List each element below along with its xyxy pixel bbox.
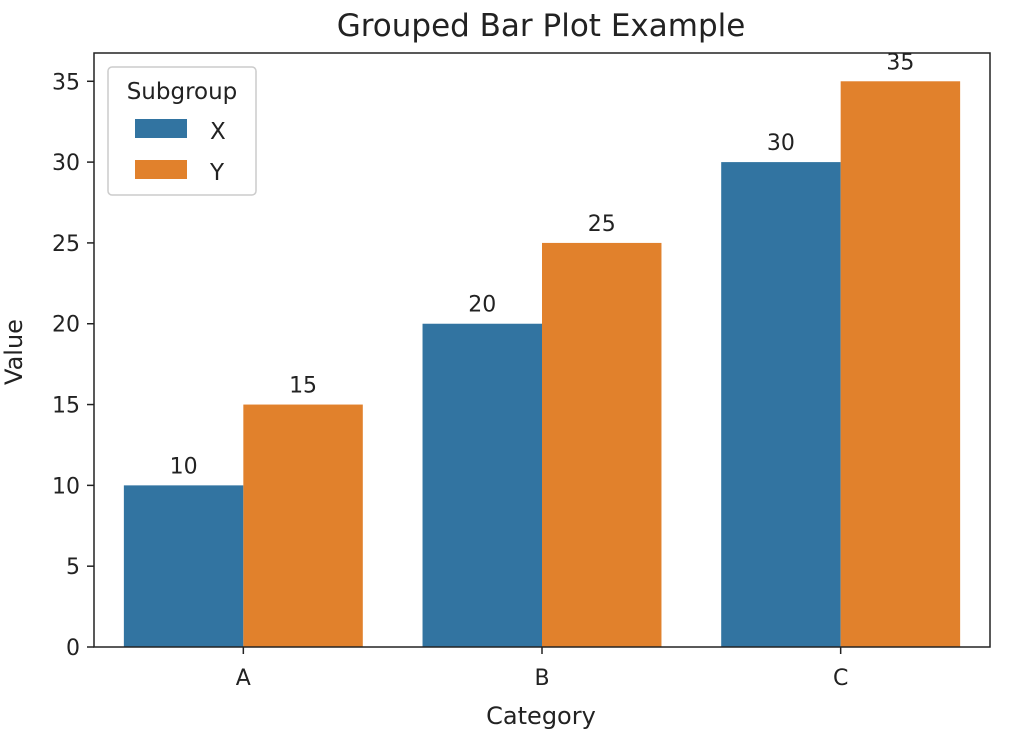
data-label-c-y: 35 xyxy=(886,50,914,75)
y-tick-label: 15 xyxy=(52,394,80,419)
x-tick-label: B xyxy=(534,666,549,691)
plot-area-frame xyxy=(93,52,991,648)
data-label-b-y: 25 xyxy=(588,212,616,237)
x-tick-label: C xyxy=(833,666,848,691)
legend-label-x: X xyxy=(210,119,226,145)
chart-title: Grouped Bar Plot Example xyxy=(337,8,746,44)
bar-c-y xyxy=(840,81,961,648)
legend-label-y: Y xyxy=(209,160,225,186)
y-tick-label: 5 xyxy=(66,555,80,580)
data-labels-group: 10 15 20 25 30 35 xyxy=(170,50,915,479)
data-label-a-x: 10 xyxy=(170,454,198,479)
y-axis-label: Value xyxy=(0,319,28,385)
data-label-c-x: 30 xyxy=(767,131,795,156)
bar-a-x xyxy=(123,485,244,647)
bar-c-x xyxy=(721,162,841,647)
x-tick-label: A xyxy=(236,666,251,691)
legend-title: Subgroup xyxy=(127,79,238,105)
data-label-a-y: 15 xyxy=(289,374,317,399)
y-tick-label: 35 xyxy=(52,70,80,95)
bar-b-y xyxy=(542,242,662,647)
y-tick-label: 25 xyxy=(52,232,80,257)
bar-a-y xyxy=(243,404,363,647)
legend-swatch-y xyxy=(135,160,187,179)
data-label-b-x: 20 xyxy=(468,293,496,318)
y-tick-label: 10 xyxy=(52,474,80,499)
y-tick-label: 0 xyxy=(66,636,80,661)
y-axis-ticks: 0 5 10 15 20 25 30 35 xyxy=(52,70,94,661)
x-axis-label: Category xyxy=(486,702,596,730)
y-tick-label: 20 xyxy=(52,313,80,338)
y-tick-label: 30 xyxy=(52,151,80,176)
bar-b-x xyxy=(422,323,542,647)
x-axis-ticks: A B C xyxy=(236,647,848,691)
legend: Subgroup X Y xyxy=(107,66,257,196)
bars-group xyxy=(123,81,961,648)
legend-swatch-x xyxy=(135,119,187,138)
